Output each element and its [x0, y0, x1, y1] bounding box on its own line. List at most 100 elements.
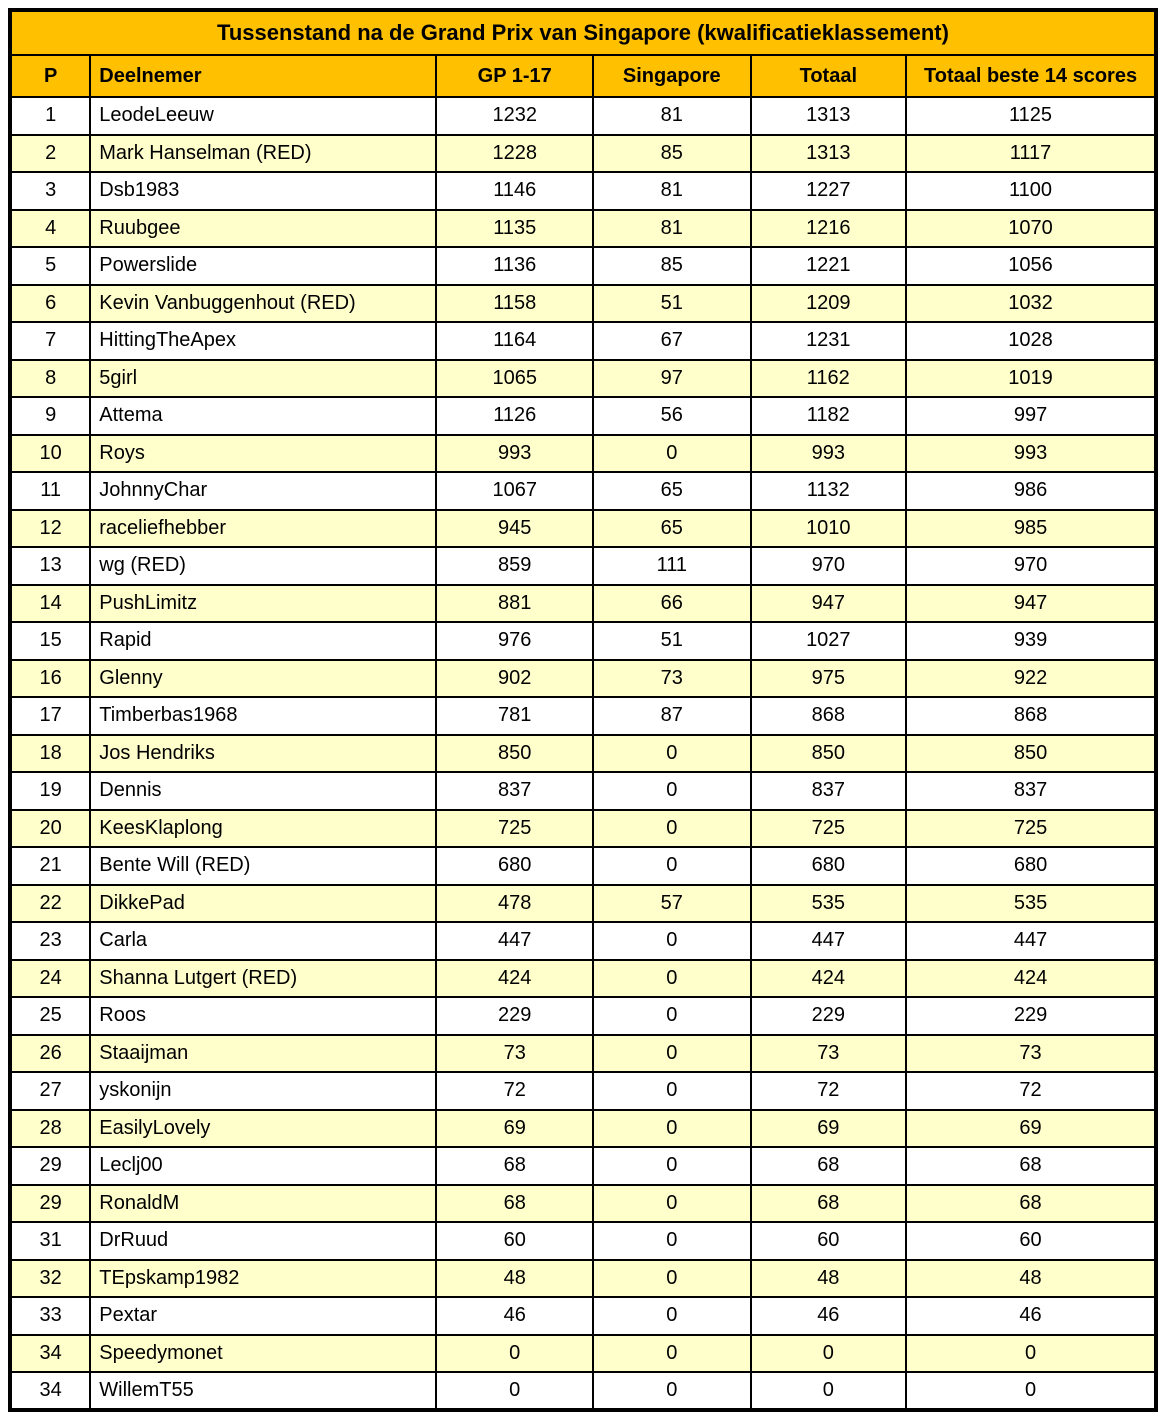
- totaal-cell: 424: [749, 958, 908, 998]
- name-cell: KeesKlaplong: [89, 808, 438, 848]
- rank-cell: 29: [8, 1183, 92, 1223]
- name-cell: yskonijn: [89, 1071, 438, 1111]
- name-cell: Bente Will (RED): [89, 846, 438, 886]
- gp117-cell: 1136: [435, 246, 594, 286]
- totaal-cell: 725: [749, 808, 908, 848]
- best14-cell: 1019: [905, 358, 1157, 398]
- totaal-cell: 837: [749, 771, 908, 811]
- name-cell: Ruubgee: [89, 208, 438, 248]
- rank-cell: 26: [8, 1033, 92, 1073]
- gp117-cell: 478: [435, 883, 594, 923]
- totaal-cell: 680: [749, 846, 908, 886]
- singapore-cell: 65: [592, 471, 752, 511]
- singapore-cell: 56: [592, 396, 752, 436]
- rank-cell: 25: [8, 996, 92, 1036]
- gp117-cell: 1228: [435, 133, 594, 173]
- table-row: 29 RonaldM 68 0 68 68: [8, 1183, 1157, 1223]
- rank-cell: 8: [8, 358, 92, 398]
- singapore-cell: 0: [592, 1146, 752, 1186]
- name-cell: Jos Hendriks: [89, 733, 438, 773]
- singapore-cell: 0: [592, 733, 752, 773]
- gp117-cell: 850: [435, 733, 594, 773]
- page-title: Tussenstand na de Grand Prix van Singapo…: [9, 9, 1157, 56]
- table-row: 27 yskonijn 72 0 72 72: [8, 1071, 1157, 1111]
- table-row: 13 wg (RED) 859 111 970 970: [8, 546, 1157, 586]
- totaal-cell: 68: [749, 1183, 908, 1223]
- singapore-cell: 0: [592, 996, 752, 1036]
- name-cell: RonaldM: [89, 1183, 438, 1223]
- table-row: 3 Dsb1983 1146 81 1227 1100: [8, 171, 1157, 211]
- gp117-cell: 447: [435, 921, 594, 961]
- name-cell: Roys: [89, 433, 438, 473]
- singapore-cell: 81: [592, 96, 752, 136]
- singapore-cell: 0: [592, 1108, 752, 1148]
- best14-cell: 0: [905, 1371, 1157, 1411]
- best14-cell: 922: [905, 658, 1157, 698]
- rank-cell: 33: [8, 1296, 92, 1336]
- rank-cell: 4: [8, 208, 92, 248]
- column-header-position: P: [8, 54, 92, 98]
- rank-cell: 34: [8, 1333, 92, 1373]
- rank-cell: 11: [8, 471, 92, 511]
- name-cell: Staaijman: [89, 1033, 438, 1073]
- best14-cell: 725: [905, 808, 1157, 848]
- rank-cell: 14: [8, 583, 92, 623]
- gp117-cell: 859: [435, 546, 594, 586]
- name-cell: Kevin Vanbuggenhout (RED): [89, 283, 438, 323]
- best14-cell: 985: [905, 508, 1157, 548]
- gp117-cell: 1067: [435, 471, 594, 511]
- rank-cell: 15: [8, 621, 92, 661]
- singapore-cell: 0: [592, 808, 752, 848]
- name-cell: Dsb1983: [89, 171, 438, 211]
- table-row: 6 Kevin Vanbuggenhout (RED) 1158 51 1209 1032: [8, 283, 1157, 323]
- totaal-cell: 993: [749, 433, 908, 473]
- table-row: 22 DikkePad 478 57 535 535: [8, 883, 1157, 923]
- rank-cell: 13: [8, 546, 92, 586]
- standings-table: Tussenstand na de Grand Prix van Singapo…: [8, 8, 1158, 1412]
- gp117-cell: 725: [435, 808, 594, 848]
- rank-cell: 19: [8, 771, 92, 811]
- rank-cell: 2: [8, 133, 92, 173]
- name-cell: Shanna Lutgert (RED): [89, 958, 438, 998]
- gp117-cell: 48: [435, 1258, 594, 1298]
- best14-cell: 535: [905, 883, 1157, 923]
- gp117-cell: 1126: [435, 396, 594, 436]
- rank-cell: 12: [8, 508, 92, 548]
- gp117-cell: 781: [435, 696, 594, 736]
- name-cell: wg (RED): [89, 546, 438, 586]
- best14-cell: 73: [905, 1033, 1157, 1073]
- name-cell: Mark Hanselman (RED): [89, 133, 438, 173]
- name-cell: PushLimitz: [89, 583, 438, 623]
- gp117-cell: 424: [435, 958, 594, 998]
- best14-cell: 1125: [905, 96, 1157, 136]
- rank-cell: 23: [8, 921, 92, 961]
- table-header-row: P Deelnemer GP 1-17 Singapore Totaal Tot…: [8, 54, 1157, 98]
- gp117-cell: 1065: [435, 358, 594, 398]
- gp117-cell: 945: [435, 508, 594, 548]
- singapore-cell: 57: [592, 883, 752, 923]
- singapore-cell: 87: [592, 696, 752, 736]
- table-row: 14 PushLimitz 881 66 947 947: [8, 583, 1157, 623]
- rank-cell: 22: [8, 883, 92, 923]
- singapore-cell: 66: [592, 583, 752, 623]
- table-row: 11 JohnnyChar 1067 65 1132 986: [8, 471, 1157, 511]
- totaal-cell: 1221: [749, 246, 908, 286]
- singapore-cell: 81: [592, 171, 752, 211]
- name-cell: Rapid: [89, 621, 438, 661]
- singapore-cell: 65: [592, 508, 752, 548]
- table-row: 10 Roys 993 0 993 993: [8, 433, 1157, 473]
- name-cell: Powerslide: [89, 246, 438, 286]
- totaal-cell: 1162: [749, 358, 908, 398]
- gp117-cell: 837: [435, 771, 594, 811]
- rank-cell: 20: [8, 808, 92, 848]
- table-title-row: Tussenstand na de Grand Prix van Singapo…: [9, 9, 1157, 56]
- table-row: 12 raceliefhebber 945 65 1010 985: [8, 508, 1157, 548]
- name-cell: Glenny: [89, 658, 438, 698]
- best14-cell: 986: [905, 471, 1157, 511]
- totaal-cell: 46: [749, 1296, 908, 1336]
- singapore-cell: 0: [592, 921, 752, 961]
- totaal-cell: 1313: [749, 96, 908, 136]
- table-row: 16 Glenny 902 73 975 922: [8, 658, 1157, 698]
- totaal-cell: 868: [749, 696, 908, 736]
- gp117-cell: 69: [435, 1108, 594, 1148]
